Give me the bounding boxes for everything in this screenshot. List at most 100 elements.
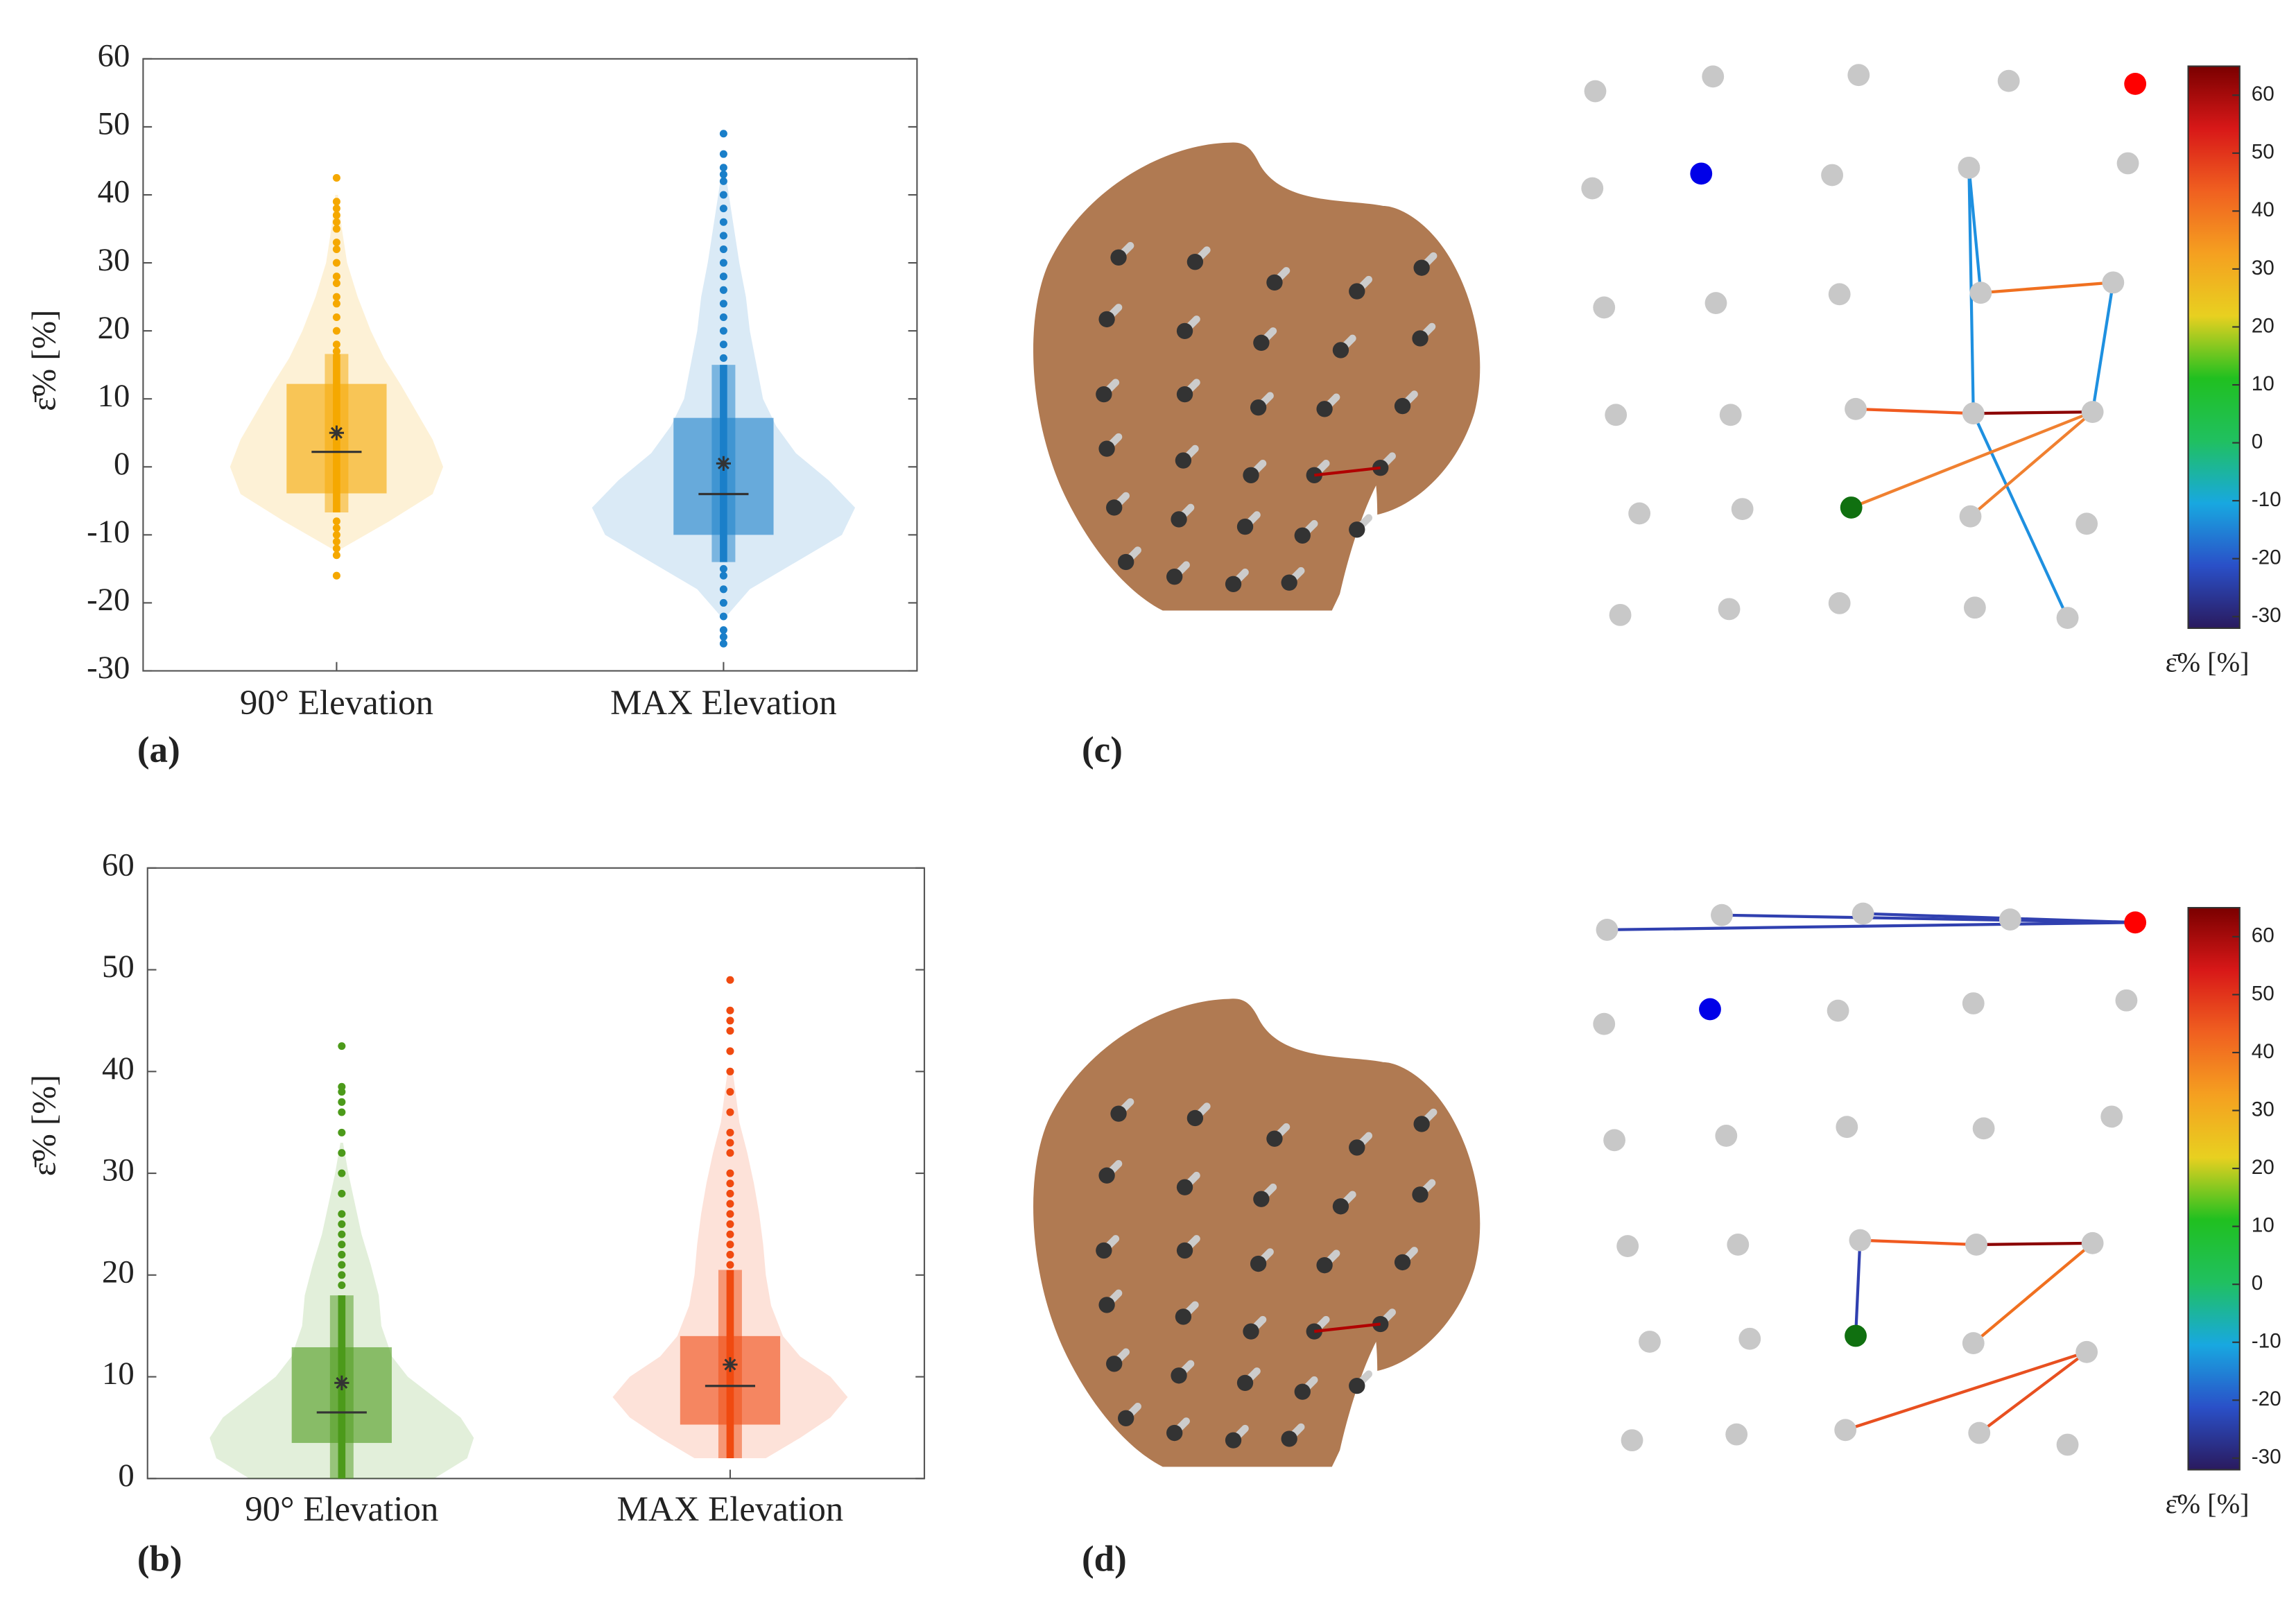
photo-marker xyxy=(1186,253,1204,270)
marker-dot xyxy=(2075,1340,2098,1363)
marker-dot xyxy=(1962,992,1985,1014)
x-tick-label: MAX Elevation xyxy=(610,684,837,723)
skin xyxy=(1033,998,1481,1467)
colorbar-tick-label: -20 xyxy=(2252,546,2281,569)
outlier xyxy=(726,1006,734,1014)
marker-dot xyxy=(1999,908,2021,931)
colorbar-tick-label: 20 xyxy=(2252,314,2275,337)
marker-dot xyxy=(1605,404,1628,426)
photo-marker xyxy=(1250,1255,1267,1272)
outlier xyxy=(726,1179,734,1188)
outlier xyxy=(338,1230,346,1238)
outlier xyxy=(719,564,727,573)
y-tick-label: -30 xyxy=(87,650,130,686)
outlier xyxy=(338,1108,346,1116)
marker-dot xyxy=(1593,296,1616,319)
outlier xyxy=(719,150,727,158)
mean xyxy=(723,1357,738,1372)
marker-dot xyxy=(2056,1433,2079,1456)
outlier xyxy=(332,225,340,233)
strain-line xyxy=(1845,1350,2087,1432)
outlier xyxy=(726,1220,734,1228)
outlier xyxy=(332,544,340,553)
photo-marker xyxy=(1243,1323,1259,1340)
outlier xyxy=(719,612,727,621)
y-tick-label: 20 xyxy=(98,310,130,346)
mean xyxy=(716,456,732,471)
outlier xyxy=(332,537,340,546)
y-axis-label: ε̄% [%] xyxy=(26,310,63,411)
photo-marker xyxy=(1266,274,1283,291)
outlier xyxy=(332,173,340,182)
strain-line xyxy=(1860,1238,1977,1247)
y-tick-label: 60 xyxy=(98,38,130,74)
outlier xyxy=(338,1271,346,1279)
mean xyxy=(329,425,344,440)
y-tick-label: -10 xyxy=(87,514,130,550)
photo-marker xyxy=(1349,1377,1365,1394)
colorbar-tick-label: 50 xyxy=(2252,141,2275,164)
photo-marker xyxy=(1098,1297,1115,1313)
photo-marker xyxy=(1372,460,1389,476)
photo-marker xyxy=(1372,1315,1389,1333)
marker-dot xyxy=(1821,164,1843,187)
photo-marker xyxy=(1225,576,1242,592)
outlier xyxy=(726,1128,734,1136)
outlier xyxy=(719,354,727,362)
photo-marker xyxy=(1176,386,1193,403)
photo-marker xyxy=(1106,1356,1123,1372)
marker-dot xyxy=(1972,1117,1995,1140)
skin xyxy=(1033,142,1481,611)
strain-line xyxy=(1863,912,2136,924)
colorbar-tick-label: 0 xyxy=(2252,1272,2263,1295)
marker-dot xyxy=(2100,1105,2123,1128)
marker-dot xyxy=(2081,1231,2104,1254)
outlier xyxy=(338,1281,346,1289)
outlier xyxy=(726,1017,734,1025)
photo-marker xyxy=(1332,342,1349,358)
marker-dot xyxy=(1719,404,1742,426)
outlier xyxy=(726,1027,734,1035)
marker-dot xyxy=(1616,1235,1639,1257)
marker-dot xyxy=(2075,512,2098,535)
photo-marker xyxy=(1413,1116,1430,1132)
x-tick-label: MAX Elevation xyxy=(617,1490,844,1529)
marker-dot xyxy=(1845,397,1867,420)
photo-marker xyxy=(1394,397,1411,415)
photo-marker xyxy=(1110,249,1127,266)
outlier xyxy=(332,259,340,267)
y-tick-label: 40 xyxy=(102,1051,135,1087)
marker-dot xyxy=(2116,152,2139,175)
shoulder-photo xyxy=(1033,998,1481,1467)
outlier xyxy=(726,1261,734,1269)
outlier xyxy=(332,571,340,580)
photo-marker xyxy=(1186,1109,1204,1127)
y-tick-label: 60 xyxy=(102,847,135,883)
outlier xyxy=(719,177,727,185)
outlier xyxy=(338,1149,346,1157)
outlier xyxy=(726,1169,734,1177)
colorbar-tick-label: 40 xyxy=(2252,1040,2275,1063)
photo-marker xyxy=(1171,511,1187,528)
outlier xyxy=(719,232,727,240)
outlier xyxy=(719,598,727,607)
marker-dot xyxy=(1969,282,1992,304)
outlier xyxy=(719,218,727,226)
marker-green xyxy=(1845,1324,1867,1347)
strain-line xyxy=(1973,410,2093,415)
marker-dot xyxy=(1852,902,1874,925)
marker-dot xyxy=(1639,1331,1661,1353)
photo-marker xyxy=(1349,283,1365,300)
marker-dot xyxy=(2115,989,2138,1012)
outlier xyxy=(719,632,727,641)
y-tick-label: 0 xyxy=(114,446,130,482)
marker-dot xyxy=(1827,999,1849,1022)
outlier xyxy=(338,1220,346,1228)
outlier xyxy=(338,1240,346,1249)
marker-dot xyxy=(1836,1116,1858,1139)
outlier xyxy=(726,1067,734,1075)
outlier xyxy=(719,286,727,294)
y-tick-label: 40 xyxy=(98,174,130,210)
photo-marker xyxy=(1266,1130,1283,1147)
marker-dot xyxy=(1704,292,1727,314)
